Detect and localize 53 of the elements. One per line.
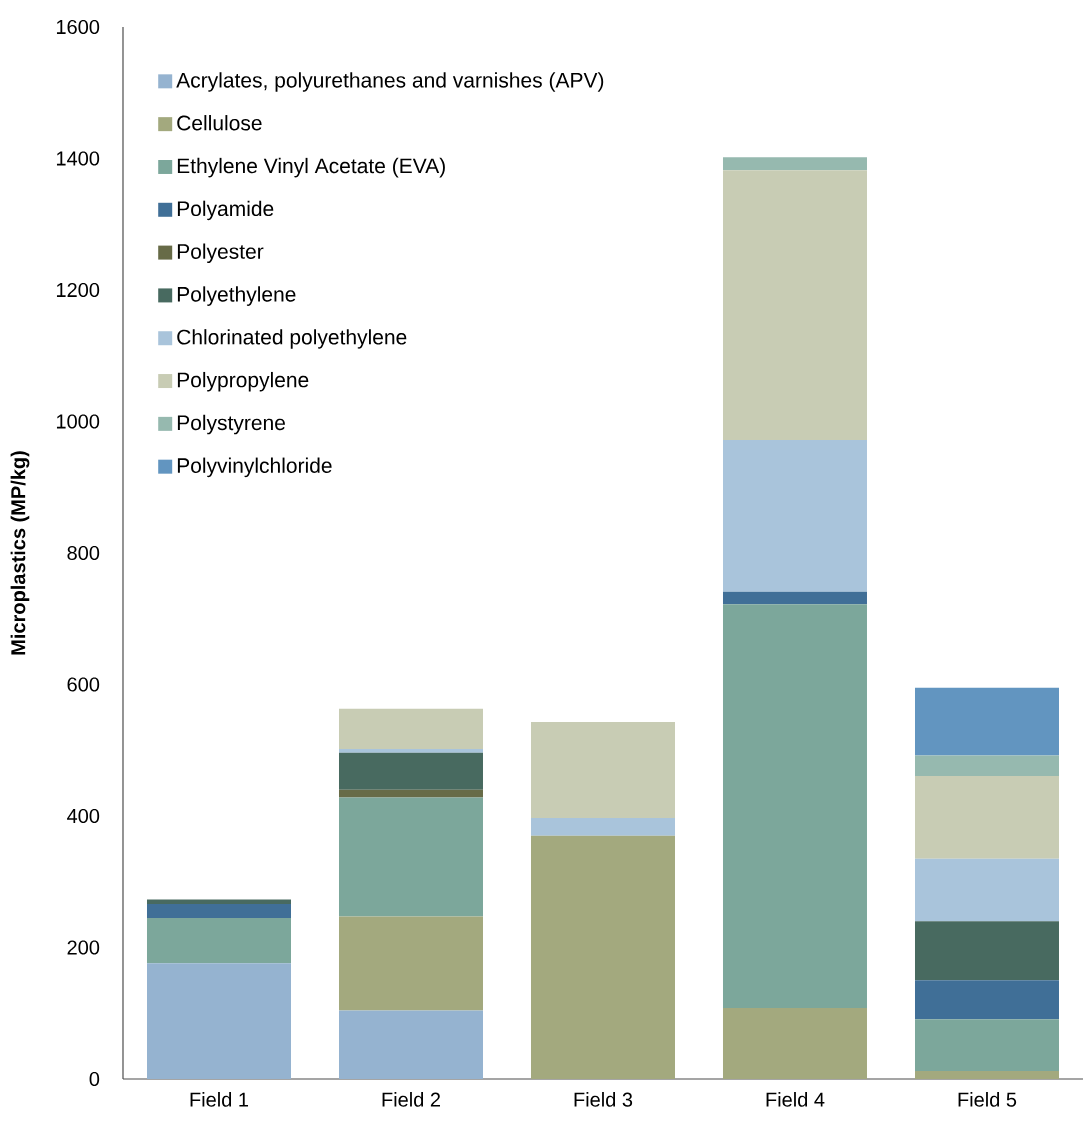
y-tick-label: 1400 <box>56 151 100 166</box>
bar <box>339 748 483 753</box>
legend-label: Ethylene Vinyl Acetate (EVA) <box>177 157 445 178</box>
y-tick-label: 600 <box>67 677 100 692</box>
bar <box>339 916 483 1011</box>
y-tick-label: 200 <box>67 940 100 955</box>
x-tick-label: Field 5 <box>958 1092 1017 1107</box>
bar <box>339 789 483 798</box>
y-tick-label: 800 <box>67 545 100 561</box>
bar <box>530 835 675 1079</box>
bar <box>339 1010 483 1079</box>
y-tick-label: 1000 <box>56 414 100 429</box>
legend-label: Polystyrene <box>177 414 285 435</box>
bar <box>146 904 291 918</box>
bar <box>915 980 1059 1020</box>
legend-label: Chlorinated polyethylene <box>177 329 407 349</box>
bar <box>722 604 867 1008</box>
legend-label: Polyethylene <box>177 286 296 306</box>
y-tick-label: 1200 <box>56 282 100 298</box>
legend-label: Polyvinylchloride <box>177 457 332 478</box>
y-tick-label: 1600 <box>56 19 100 35</box>
legend-label: Polyamide <box>177 200 274 221</box>
bar <box>915 1071 1059 1079</box>
bar <box>530 721 675 818</box>
bar <box>915 755 1059 776</box>
bar <box>915 921 1059 981</box>
bar <box>530 817 675 836</box>
x-tick-label: Field 4 <box>766 1092 825 1107</box>
legend-label: Cellulose <box>177 115 262 131</box>
bar <box>146 917 291 964</box>
y-tick-label: 400 <box>67 808 100 824</box>
bar <box>722 157 867 171</box>
bar <box>722 591 867 605</box>
legend-label: Polyester <box>177 243 264 264</box>
bar <box>146 963 291 1079</box>
legend-label: Acrylates, polyurethanes and varnishes (APV) <box>176 72 604 92</box>
bar <box>722 1007 867 1079</box>
bar <box>722 439 867 592</box>
bar <box>915 1019 1059 1072</box>
x-tick-label: Field 3 <box>574 1092 633 1107</box>
bar <box>146 899 291 905</box>
x-tick-label: Field 2 <box>382 1092 440 1107</box>
bar <box>339 752 483 790</box>
y-tick-label: 0 <box>89 1071 100 1087</box>
bar <box>915 858 1059 922</box>
bar <box>339 797 483 917</box>
bar <box>915 775 1059 859</box>
bar <box>915 687 1059 756</box>
x-tick-label: Field 1 <box>190 1092 249 1107</box>
y-axis-title: Microplastics (MP/kg) <box>10 451 30 655</box>
bar <box>339 708 483 749</box>
bar <box>722 170 867 440</box>
legend-label: Polypropylene <box>177 371 309 392</box>
